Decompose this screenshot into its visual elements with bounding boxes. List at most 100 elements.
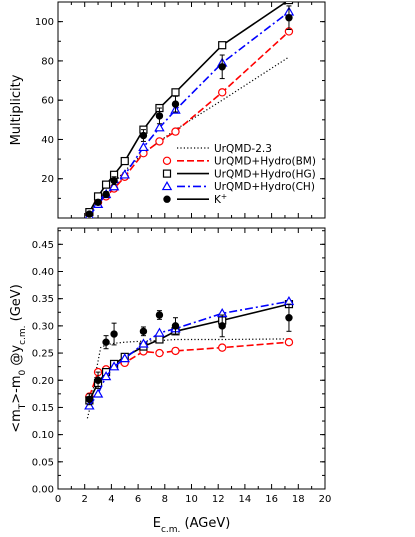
series-line-urqmd-hydro-bm: [88, 341, 290, 397]
data-point-urqmd-hydro-hg: [120, 156, 129, 166]
y-axis-label-part: T: [18, 403, 28, 410]
y-tick-label: 0.45: [32, 240, 54, 251]
y-axis-label: <mT>-m0 @yc.m. (GeV): [9, 284, 28, 433]
data-point-k: [218, 63, 226, 71]
data-point-k: [94, 376, 102, 384]
legend-label-part: K: [214, 194, 222, 206]
data-point-k: [110, 176, 118, 185]
series-line-urqmd-hydro-bm: [88, 30, 290, 215]
data-point-urqmd-hydro-ch: [108, 181, 120, 191]
plot-frame: [57, 227, 326, 490]
y-tick-label: 0.40: [32, 267, 54, 278]
x-axis-label-part: c.m.: [161, 525, 180, 535]
legend-marker-urqmd-hydro-bm: [162, 156, 172, 165]
data-point-urqmd-hydro-ch: [92, 388, 104, 398]
x-tick-label: 20: [319, 494, 332, 505]
data-point-urqmd-hydro-hg: [171, 88, 180, 97]
legend-marker-k: [163, 195, 171, 203]
data-point-k: [139, 131, 148, 140]
data-point-k: [139, 327, 148, 336]
data-point-k: [155, 311, 164, 319]
y-axis-label-part: c.m.: [18, 325, 28, 344]
x-tick-label: 18: [292, 494, 305, 505]
data-point-urqmd-hydro-ch: [84, 400, 95, 410]
data-point-k: [102, 338, 110, 346]
series-layer: [84, 295, 295, 419]
y-tick-label: 80: [41, 56, 54, 67]
data-point-urqmd-hydro-bm: [155, 137, 164, 146]
data-point-urqmd-hydro-ch: [119, 353, 130, 363]
data-point-urqmd-hydro-ch: [138, 141, 149, 152]
y-tick-label: 0.05: [32, 457, 54, 468]
x-tick-label: 8: [162, 494, 168, 505]
data-point-urqmd-hydro-hg: [218, 41, 227, 50]
data-point-k: [171, 100, 180, 108]
x-tick-label: 0: [55, 494, 61, 505]
legend-label: K+: [214, 192, 227, 207]
y-tick-label: 0.00: [32, 485, 54, 496]
data-point-urqmd-hydro-ch: [154, 122, 165, 132]
x-tick-label: 4: [108, 494, 114, 505]
data-point-k: [110, 330, 118, 338]
data-point-urqmd-hydro-hg: [284, 2, 294, 5]
data-point-urqmd-hydro-ch: [138, 338, 149, 348]
data-point-urqmd-hydro-bm: [218, 343, 227, 352]
legend-marker-urqmd-hydro-hg: [162, 169, 172, 178]
y-axis-label-part: (GeV): [9, 284, 24, 325]
data-point-k: [285, 14, 293, 22]
legend-label: UrQMD-2.3: [214, 143, 272, 155]
data-point-k: [218, 322, 226, 330]
mean-mt-panel: 0 2 4 6 8 10 12 14 16 18 20 0.00 0.05 0.10 0.15 0.20 0.2…: [9, 227, 332, 535]
legend-label: UrQMD+Hydro(HG): [214, 168, 316, 180]
data-point-k: [155, 112, 164, 120]
data-point-urqmd-hydro-ch: [154, 327, 165, 337]
y-tick-label: 0.20: [32, 376, 54, 387]
y-axis-label-part: <m: [9, 409, 24, 433]
data-point-k: [85, 210, 94, 218]
y-tick-label: 0.15: [32, 403, 54, 414]
data-point-urqmd-hydro-bm: [155, 348, 164, 358]
y-tick-label: 20: [41, 174, 54, 185]
legend-label: UrQMD+Hydro(BM): [214, 156, 316, 168]
x-axis-label-part: (AGeV): [180, 516, 230, 531]
x-tick-label: 2: [82, 494, 88, 505]
x-axis-label-part: E: [153, 516, 161, 531]
x-tick-label: 16: [265, 494, 278, 505]
data-point-urqmd-hydro-ch: [100, 371, 112, 381]
y-tick-label: 40: [41, 135, 54, 146]
data-point-urqmd-hydro-bm: [171, 127, 180, 136]
y-axis-label-part: >-m: [9, 375, 24, 403]
series-line-urqmd-hydro-hg: [88, 303, 290, 401]
series-line-urqmd-2-3: [86, 338, 290, 419]
data-point-urqmd-hydro-bm: [171, 346, 180, 356]
y-tick-label: 0.25: [32, 349, 54, 360]
x-tick-label: 14: [239, 494, 252, 505]
y-tick-label: 60: [41, 96, 54, 107]
series-line-urqmd-hydro-ch: [88, 11, 290, 217]
x-axis-label: Ec.m. (AGeV): [153, 516, 231, 535]
data-point-urqmd-hydro-bm: [218, 88, 227, 97]
data-point-urqmd-hydro-bm: [284, 337, 294, 347]
legend-label: UrQMD+Hydro(CH): [214, 181, 315, 193]
y-axis-label-part: 0: [18, 369, 28, 375]
x-tick-label: 6: [135, 494, 141, 505]
data-point-urqmd-hydro-hg: [155, 335, 164, 344]
data-point-urqmd-hydro-hg: [101, 180, 111, 189]
data-point-k: [94, 198, 102, 206]
y-axis-label: Multiplicity: [9, 74, 24, 145]
legend-marker-urqmd-hydro-ch: [161, 180, 173, 191]
series-line-urqmd-hydro-hg: [88, 2, 288, 213]
data-point-urqmd-hydro-ch: [119, 169, 130, 179]
legend-label-part: +: [221, 192, 227, 201]
y-tick-label: 0.35: [32, 294, 54, 305]
series-line-urqmd-hydro-ch: [88, 300, 290, 407]
data-point-k: [171, 322, 180, 330]
data-point-urqmd-hydro-ch: [108, 361, 120, 371]
x-tick-label: 10: [185, 494, 198, 505]
legend: UrQMD-2.3UrQMD+Hydro(BM)UrQMD+Hydro(HG)U…: [161, 143, 316, 207]
y-tick-label: 0.30: [32, 321, 54, 332]
data-point-k: [102, 190, 110, 199]
y-tick-label: 100: [35, 17, 54, 28]
y-tick-label: 0.10: [32, 430, 54, 441]
